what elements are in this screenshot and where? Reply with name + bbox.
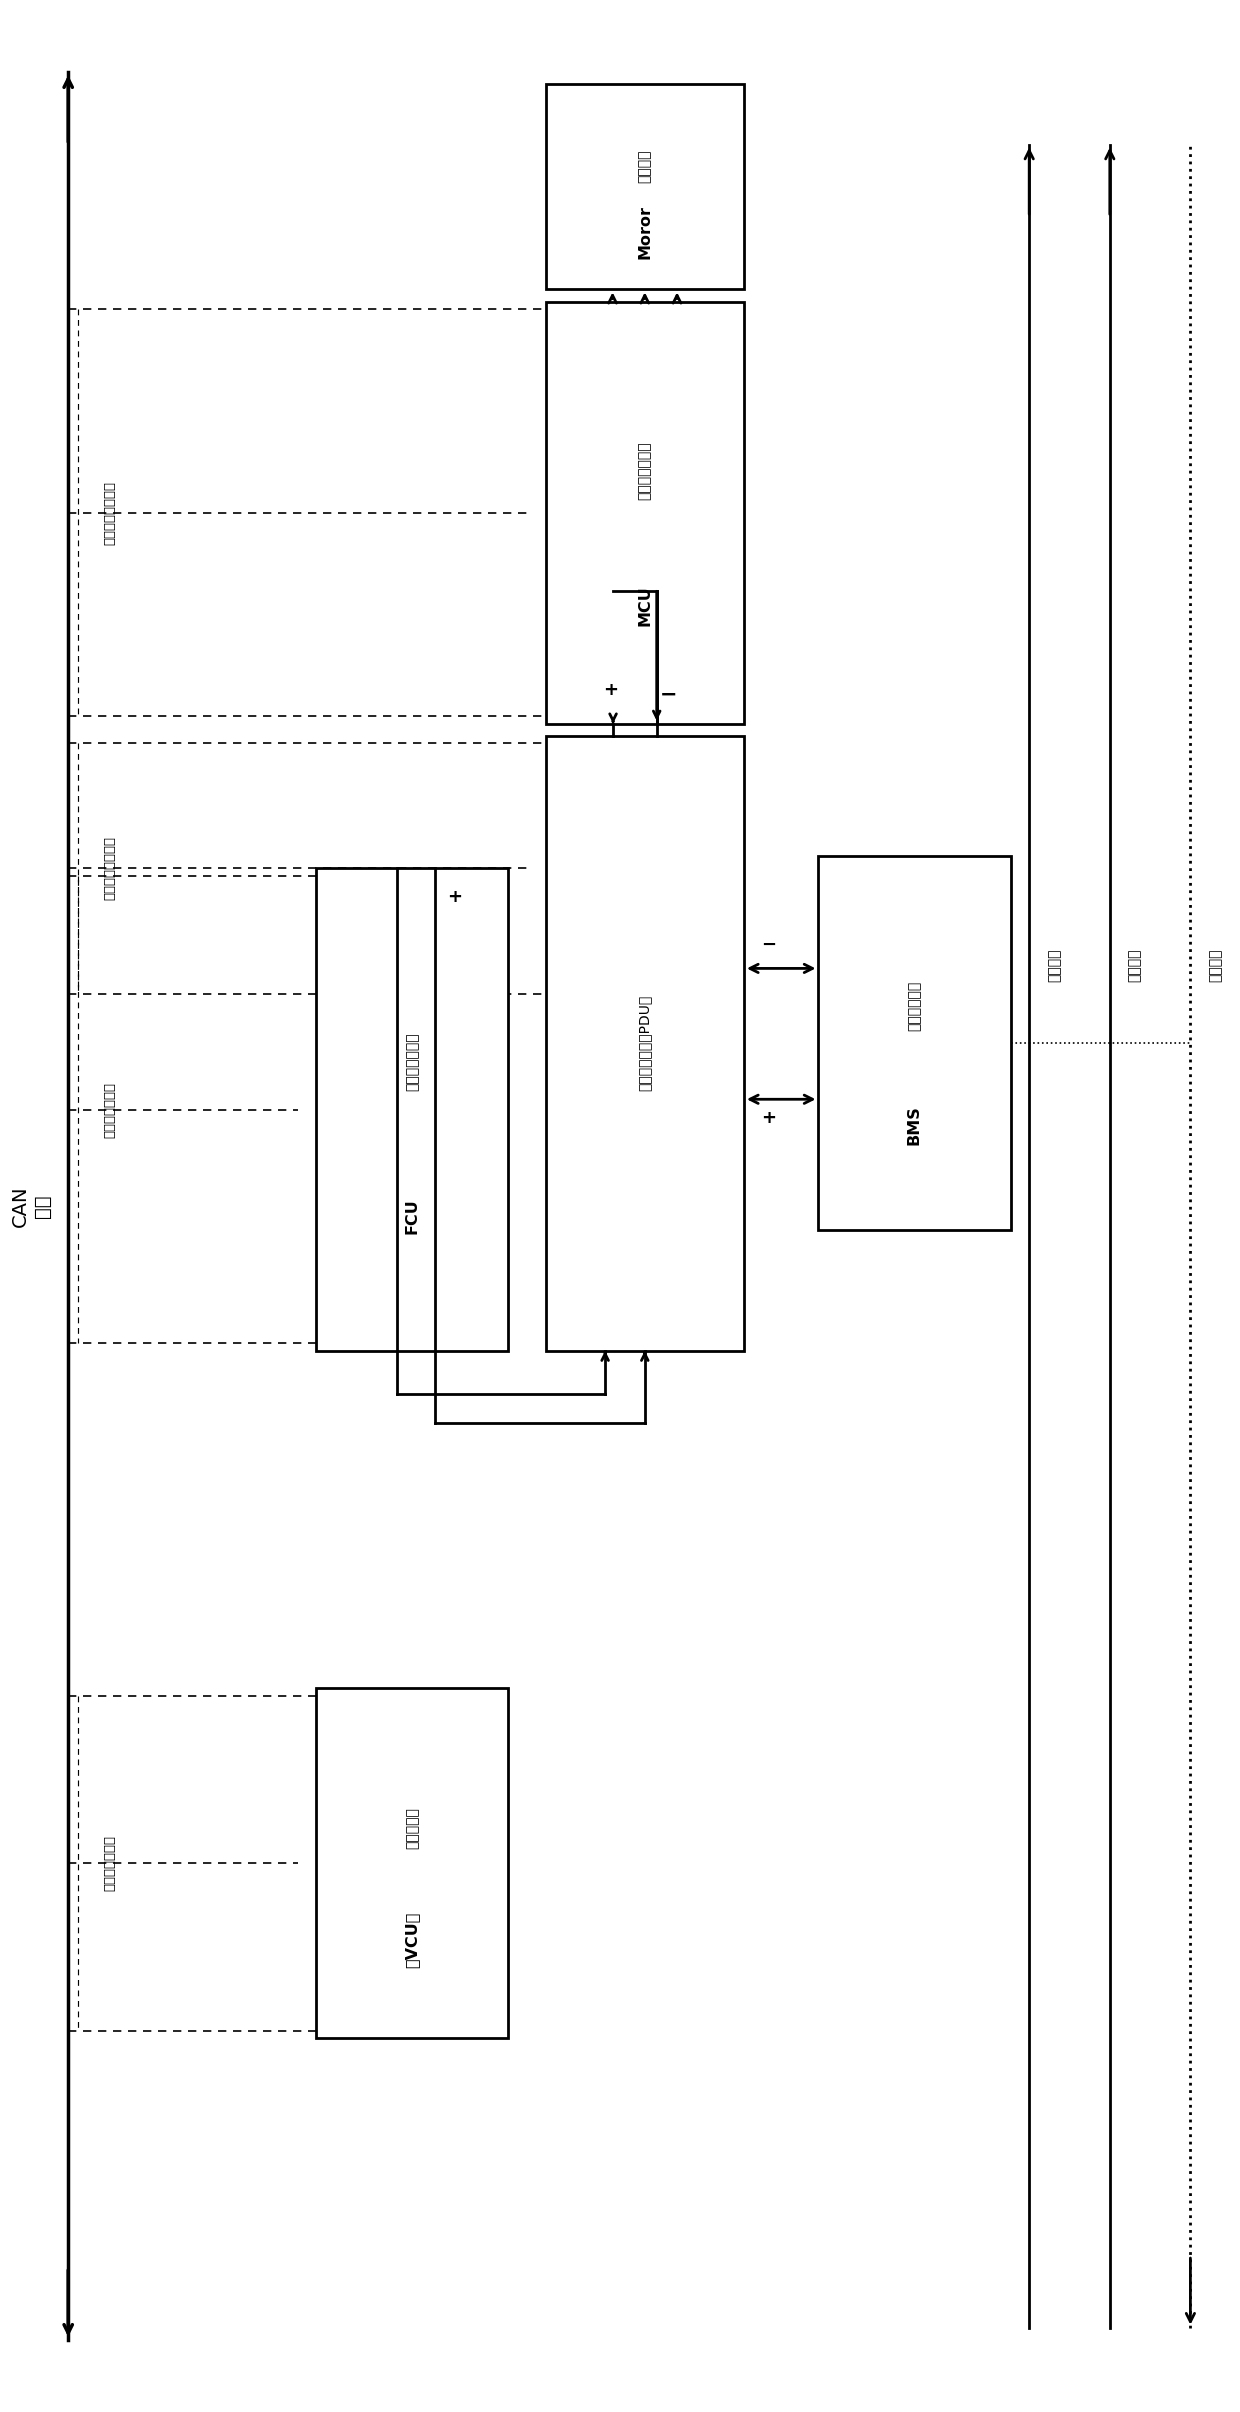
Text: 整车控制器异常: 整车控制器异常: [103, 1836, 115, 1891]
Bar: [316, 1688, 508, 2038]
Text: 动力电池系统: 动力电池系统: [908, 982, 921, 1030]
Text: −: −: [761, 936, 776, 953]
Text: MCU: MCU: [637, 586, 652, 625]
Text: CAN
通讯: CAN 通讯: [10, 1184, 52, 1228]
Text: （VCU）: （VCU）: [404, 1913, 420, 1968]
Bar: [546, 736, 744, 1351]
Text: +: +: [761, 1110, 776, 1126]
Text: −: −: [660, 685, 677, 704]
Text: FCU: FCU: [404, 1199, 420, 1233]
Text: 高压线束: 高压线束: [1047, 948, 1061, 982]
Text: +: +: [604, 683, 619, 699]
Text: +: +: [448, 888, 463, 904]
Bar: [316, 868, 508, 1351]
Bar: [546, 84, 744, 289]
Bar: [546, 302, 744, 724]
Text: 通讯线束: 通讯线束: [1208, 948, 1223, 982]
Text: 高压配电系统（PDU）: 高压配电系统（PDU）: [637, 996, 652, 1090]
Text: 输出过大异常控制: 输出过大异常控制: [103, 837, 115, 900]
Text: 整车控制器: 整车控制器: [405, 1807, 419, 1850]
Text: 氢燃料电池系统: 氢燃料电池系统: [405, 1032, 419, 1090]
Text: 驱动电机: 驱动电机: [637, 150, 652, 183]
Text: 氢燃料电池异常: 氢燃料电池异常: [103, 1081, 115, 1138]
Text: 驱动电机控制器: 驱动电机控制器: [637, 441, 652, 499]
Text: 高压线束: 高压线束: [1127, 948, 1142, 982]
Text: Moror: Moror: [637, 205, 652, 258]
Bar: [818, 856, 1011, 1230]
Text: 高压配电系统异常: 高压配电系统异常: [103, 480, 115, 545]
Text: BMS: BMS: [906, 1105, 923, 1146]
